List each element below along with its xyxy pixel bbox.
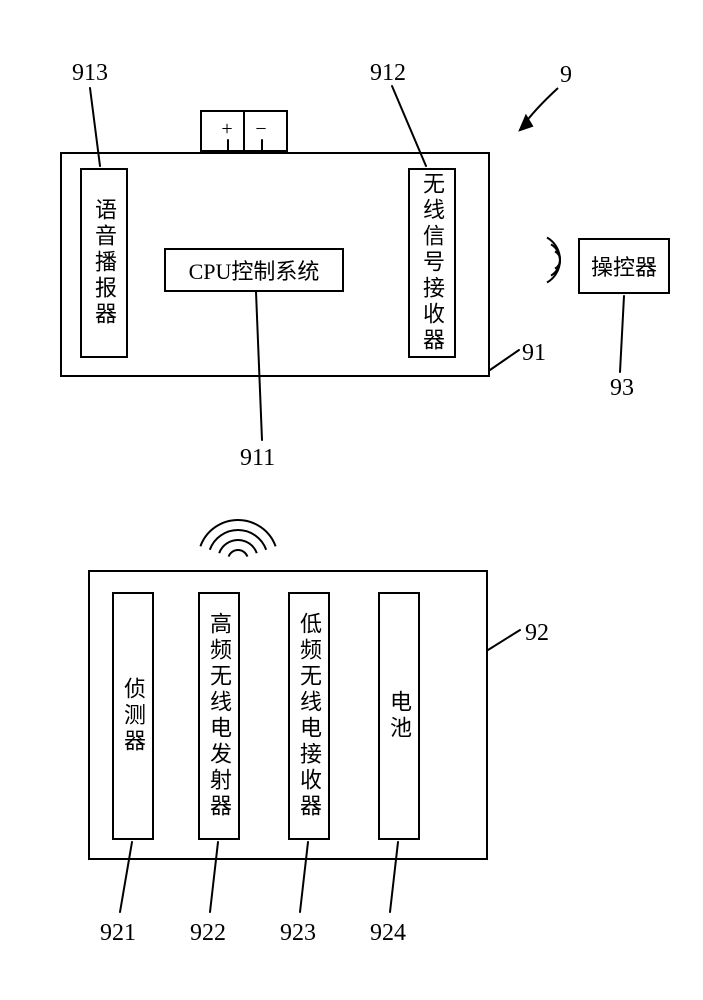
label-924: 电池: [380, 594, 418, 838]
terminal-box: [200, 110, 288, 152]
ref-922: 922: [190, 920, 226, 947]
terminal-minus: −: [250, 118, 272, 140]
ref-92: 92: [525, 620, 549, 647]
block-lf-receiver: 低频无线电接收器: [288, 592, 330, 840]
ref-9: 9: [560, 62, 572, 89]
label-912: 无线信号接收器: [410, 170, 454, 356]
ref-93: 93: [610, 375, 634, 402]
block-battery: 电池: [378, 592, 420, 840]
ref-913: 913: [72, 60, 108, 87]
ref-91: 91: [522, 340, 546, 367]
block-hf-transmitter: 高频无线电发射器: [198, 592, 240, 840]
block-cpu: CPU控制系统: [164, 248, 344, 292]
label-923: 低频无线电接收器: [290, 594, 328, 838]
label-cpu: CPU控制系统: [166, 250, 342, 290]
block-controller: 操控器: [578, 238, 670, 294]
block-detector: 侦测器: [112, 592, 154, 840]
ref-921: 921: [100, 920, 136, 947]
label-93: 操控器: [580, 240, 668, 292]
ref-924: 924: [370, 920, 406, 947]
label-921: 侦测器: [114, 594, 152, 838]
terminal-plus: +: [216, 118, 238, 140]
ref-923: 923: [280, 920, 316, 947]
label-913: 语音播报器: [82, 170, 126, 356]
block-voice-broadcaster: 语音播报器: [80, 168, 128, 358]
ref-911: 911: [240, 445, 275, 472]
ref-912: 912: [370, 60, 406, 87]
label-922: 高频无线电发射器: [200, 594, 238, 838]
block-wireless-receiver: 无线信号接收器: [408, 168, 456, 358]
diagram-stage: + − 语音播报器 CPU控制系统 无线信号接收器 操控器 侦测器 高频无线电发…: [0, 0, 703, 1000]
